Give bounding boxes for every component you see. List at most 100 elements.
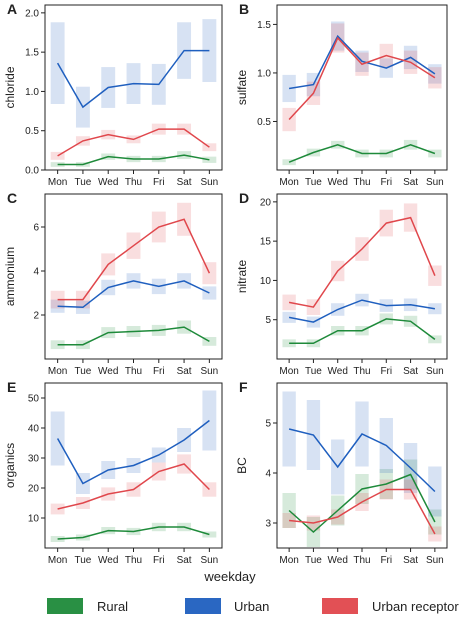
y-tick-label: 1.5 xyxy=(25,48,39,59)
series-line-urban-receptor xyxy=(57,128,210,157)
x-tick-label: Sun xyxy=(426,177,444,188)
series-line-urban xyxy=(288,299,436,323)
x-tick: Fri xyxy=(380,548,392,566)
legend-swatch xyxy=(47,598,83,614)
x-tick-label: Sat xyxy=(403,177,418,188)
x-tick: Mon xyxy=(48,359,67,377)
x-tick-label: Fri xyxy=(153,555,165,566)
y-tick: 6 xyxy=(33,223,45,234)
y-tick: 1.5 xyxy=(257,20,277,31)
x-tick: Wed xyxy=(98,170,118,188)
y-tick-label: 5 xyxy=(265,315,271,326)
y-tick-label: 20 xyxy=(260,197,272,208)
x-tick-label: Mon xyxy=(279,555,298,566)
x-tick-label: Thu xyxy=(353,555,370,566)
x-tick-label: Wed xyxy=(328,366,348,377)
y-tick: 1.5 xyxy=(25,48,45,59)
x-tick-label: Sat xyxy=(177,555,192,566)
x-tick-label: Thu xyxy=(125,366,142,377)
x-tick-label: Sat xyxy=(177,366,192,377)
x-tick: Mon xyxy=(48,548,67,566)
x-tick-label: Fri xyxy=(153,366,165,377)
x-tick: Tue xyxy=(74,548,92,566)
x-tick: Sun xyxy=(200,359,218,377)
panel-label: E xyxy=(7,379,16,395)
y-tick-label: 0.0 xyxy=(25,166,39,177)
x-tick: Sat xyxy=(403,359,418,377)
series-line-urban xyxy=(288,34,436,90)
x-tick: Sat xyxy=(177,548,192,566)
legend-item-urban-receptor: Urban receptor xyxy=(322,598,459,614)
x-tick-label: Wed xyxy=(328,555,348,566)
y-axis-title: sulfate xyxy=(235,69,249,105)
y-tick-label: 15 xyxy=(260,237,272,248)
x-tick-label: Sat xyxy=(403,366,418,377)
x-tick: Thu xyxy=(353,548,371,566)
x-tick: Sun xyxy=(200,548,218,566)
x-tick-label: Sun xyxy=(200,366,218,377)
y-axis-title: BC xyxy=(235,457,249,474)
y-tick-label: 1.0 xyxy=(25,87,39,98)
x-tick-label: Wed xyxy=(98,177,118,188)
y-tick: 50 xyxy=(28,394,45,405)
series-line-rural xyxy=(57,526,210,540)
y-tick-label: 2.0 xyxy=(25,8,39,19)
series-line-rural xyxy=(57,154,210,166)
x-tick: Sun xyxy=(426,548,444,566)
x-tick-label: Thu xyxy=(125,555,142,566)
ci-bands xyxy=(282,21,442,166)
y-tick: 0.0 xyxy=(25,166,45,177)
panel-label: C xyxy=(7,190,17,206)
y-tick: 30 xyxy=(28,454,45,465)
series-line-urban xyxy=(56,419,210,485)
legend-item-urban: Urban xyxy=(185,598,269,614)
x-tick-label: Mon xyxy=(48,555,67,566)
series-line-rural xyxy=(57,326,210,346)
x-tick: Mon xyxy=(279,548,299,566)
y-tick-label: 50 xyxy=(28,394,40,405)
legend-swatch xyxy=(185,598,221,614)
x-tick-label: Mon xyxy=(279,366,298,377)
y-axis-title: chloride xyxy=(3,66,17,108)
panel-label: F xyxy=(239,379,248,395)
y-tick-label: 4 xyxy=(265,469,271,480)
series-line-urban-receptor xyxy=(288,36,436,121)
x-tick: Sun xyxy=(426,359,444,377)
y-tick-label: 40 xyxy=(28,424,40,435)
legend-item-rural: Rural xyxy=(47,598,128,614)
x-tick-label: Sat xyxy=(177,177,192,188)
x-tick: Tue xyxy=(305,548,322,566)
ci-bands xyxy=(282,391,442,547)
x-tick-label: Fri xyxy=(380,555,392,566)
y-tick: 2 xyxy=(33,311,45,322)
x-axis-title: weekday xyxy=(203,569,256,584)
y-axis-title: nitrate xyxy=(235,260,249,294)
y-tick-label: 2 xyxy=(33,311,39,322)
x-tick-label: Sun xyxy=(200,177,218,188)
x-tick-label: Sat xyxy=(403,555,418,566)
y-axis-title: ammonium xyxy=(3,247,17,306)
y-tick: 40 xyxy=(28,424,45,435)
panel-label: A xyxy=(7,1,17,17)
y-tick-label: 4 xyxy=(33,267,39,278)
x-tick-label: Tue xyxy=(305,366,322,377)
series-line-urban-receptor xyxy=(57,218,211,301)
x-tick: Sun xyxy=(200,170,218,188)
panel-f: F BC 3 4 5 Mon Tue Wed Thu Fri Sat Sun xyxy=(235,379,448,566)
y-tick: 15 xyxy=(260,237,277,248)
legend-label: Urban xyxy=(234,599,269,614)
x-tick: Fri xyxy=(153,548,165,566)
y-tick: 1.0 xyxy=(257,68,277,79)
panel-label: B xyxy=(239,1,249,17)
x-tick: Sat xyxy=(403,170,418,188)
x-tick: Thu xyxy=(125,548,142,566)
series-line-urban-receptor xyxy=(57,463,210,510)
x-tick: Wed xyxy=(328,170,348,188)
x-tick-label: Mon xyxy=(48,366,67,377)
series-line-urban xyxy=(57,280,210,309)
